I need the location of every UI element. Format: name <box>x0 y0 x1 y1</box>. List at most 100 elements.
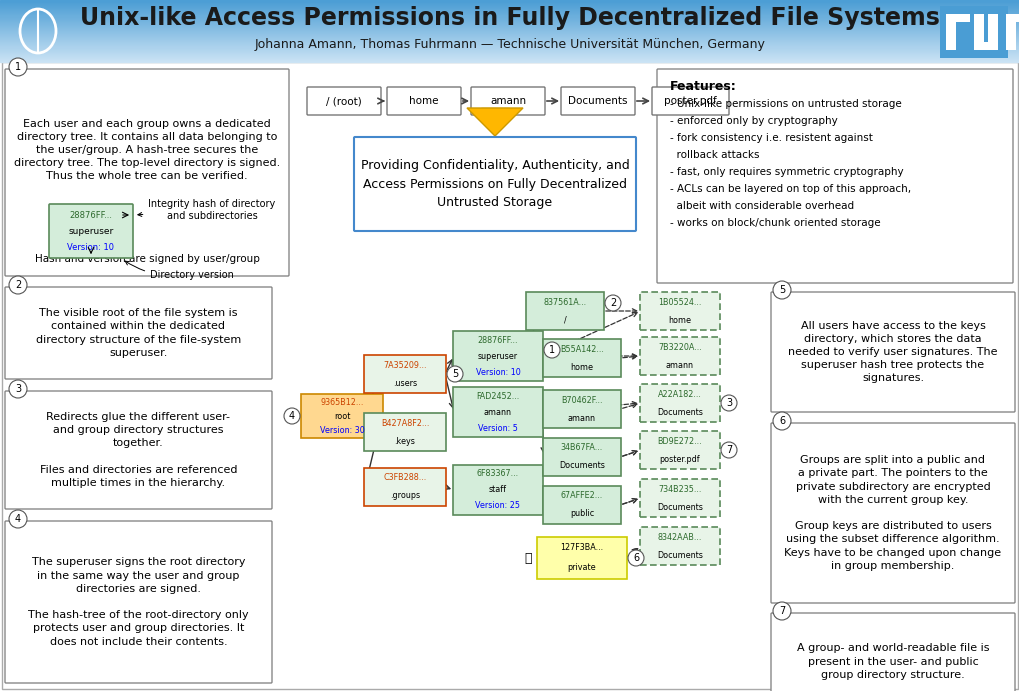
Text: Version: 25: Version: 25 <box>475 502 520 511</box>
Text: poster.pdf: poster.pdf <box>659 455 700 464</box>
Text: 3: 3 <box>726 398 732 408</box>
Text: .keys: .keys <box>394 437 415 446</box>
Text: amann: amann <box>568 413 595 422</box>
FancyBboxPatch shape <box>770 423 1014 603</box>
Text: Each user and each group owns a dedicated
directory tree. It contains all data b: Each user and each group owns a dedicate… <box>14 119 280 182</box>
Text: Directory version: Directory version <box>125 261 233 280</box>
Text: Version: 10: Version: 10 <box>475 368 520 377</box>
Bar <box>1015 14 1019 22</box>
Text: 7: 7 <box>726 445 732 455</box>
Text: - works on block/chunk oriented storage: - works on block/chunk oriented storage <box>669 218 879 228</box>
Bar <box>0 25 1019 26</box>
FancyBboxPatch shape <box>639 384 719 422</box>
Bar <box>0 1 1019 2</box>
Bar <box>0 56 1019 57</box>
Text: 8342AAB...: 8342AAB... <box>657 533 701 542</box>
Bar <box>0 32 1019 33</box>
Circle shape <box>720 442 737 458</box>
Text: 6F83367...: 6F83367... <box>477 469 519 478</box>
Text: /: / <box>564 316 566 325</box>
Text: 7A35209...: 7A35209... <box>383 361 426 370</box>
Text: 6: 6 <box>779 416 785 426</box>
Bar <box>0 29 1019 30</box>
FancyBboxPatch shape <box>639 431 719 469</box>
Bar <box>0 30 1019 31</box>
FancyBboxPatch shape <box>364 413 445 451</box>
Text: B70462F...: B70462F... <box>560 395 602 404</box>
FancyBboxPatch shape <box>364 468 445 506</box>
Text: - ACLs can be layered on top of this approach,: - ACLs can be layered on top of this app… <box>669 184 910 194</box>
Polygon shape <box>467 108 523 136</box>
Circle shape <box>628 550 643 566</box>
Text: 2: 2 <box>609 298 615 308</box>
Bar <box>973 14 983 50</box>
Text: poster.pdf: poster.pdf <box>663 96 716 106</box>
Text: private: private <box>568 563 596 573</box>
FancyBboxPatch shape <box>452 387 542 437</box>
Text: home: home <box>570 363 593 372</box>
Text: 127F3BA...: 127F3BA... <box>559 544 603 553</box>
Bar <box>0 27 1019 28</box>
Text: .groups: .groups <box>389 491 420 500</box>
Bar <box>0 4 1019 5</box>
Text: 4: 4 <box>288 411 294 421</box>
FancyBboxPatch shape <box>542 339 621 377</box>
Bar <box>0 41 1019 42</box>
Circle shape <box>720 395 737 411</box>
Text: 1B05524...: 1B05524... <box>657 298 701 307</box>
Bar <box>0 6 1019 7</box>
Bar <box>0 53 1019 54</box>
Bar <box>1005 14 1015 50</box>
Text: amann: amann <box>489 96 526 106</box>
Bar <box>945 14 969 22</box>
Text: FAD2452...: FAD2452... <box>476 392 519 401</box>
FancyBboxPatch shape <box>560 87 635 115</box>
Text: 4: 4 <box>15 514 21 524</box>
Bar <box>0 10 1019 11</box>
Text: A group- and world-readable file is
present in the user- and public
group direct: A group- and world-readable file is pres… <box>788 643 997 691</box>
Bar <box>0 50 1019 52</box>
Text: BD9E272...: BD9E272... <box>657 437 702 446</box>
Text: C3FB288...: C3FB288... <box>383 473 426 482</box>
Circle shape <box>772 281 790 299</box>
Text: amann: amann <box>665 361 693 370</box>
Text: Documents: Documents <box>558 462 604 471</box>
Text: - enforced only by cryptography: - enforced only by cryptography <box>669 116 837 126</box>
Text: Providing Confidentiality, Authenticity, and
Access Permissions on Fully Decentr: Providing Confidentiality, Authenticity,… <box>361 160 629 209</box>
Text: public: public <box>570 509 593 518</box>
FancyBboxPatch shape <box>307 87 381 115</box>
Text: 3: 3 <box>15 384 21 394</box>
Bar <box>0 38 1019 39</box>
Bar <box>0 15 1019 17</box>
Text: staff: staff <box>488 486 506 495</box>
Text: 6: 6 <box>633 553 639 563</box>
Bar <box>0 33 1019 34</box>
Text: Unix-like Access Permissions in Fully Decentralized File Systems: Unix-like Access Permissions in Fully De… <box>79 6 940 30</box>
Text: rollback attacks: rollback attacks <box>669 150 759 160</box>
Text: amann: amann <box>484 408 512 417</box>
Bar <box>0 9 1019 10</box>
FancyBboxPatch shape <box>639 337 719 375</box>
Text: 1: 1 <box>15 62 21 72</box>
Bar <box>0 31 1019 32</box>
Circle shape <box>9 276 26 294</box>
Text: Documents: Documents <box>656 502 702 511</box>
FancyBboxPatch shape <box>770 613 1014 691</box>
Bar <box>0 37 1019 38</box>
FancyBboxPatch shape <box>542 438 621 476</box>
FancyBboxPatch shape <box>639 292 719 330</box>
Bar <box>0 54 1019 55</box>
Bar <box>0 26 1019 27</box>
Text: 5: 5 <box>779 285 785 295</box>
Bar <box>945 14 955 50</box>
Text: Documents: Documents <box>656 551 702 560</box>
Text: Documents: Documents <box>656 408 702 417</box>
Text: Version: 5: Version: 5 <box>478 424 518 433</box>
Bar <box>0 5 1019 6</box>
Circle shape <box>772 602 790 620</box>
FancyBboxPatch shape <box>49 204 132 258</box>
Bar <box>0 35 1019 36</box>
Bar <box>0 48 1019 50</box>
FancyBboxPatch shape <box>651 87 729 115</box>
Text: The superuser signs the root directory
in the same way the user and group
direct: The superuser signs the root directory i… <box>29 558 249 647</box>
